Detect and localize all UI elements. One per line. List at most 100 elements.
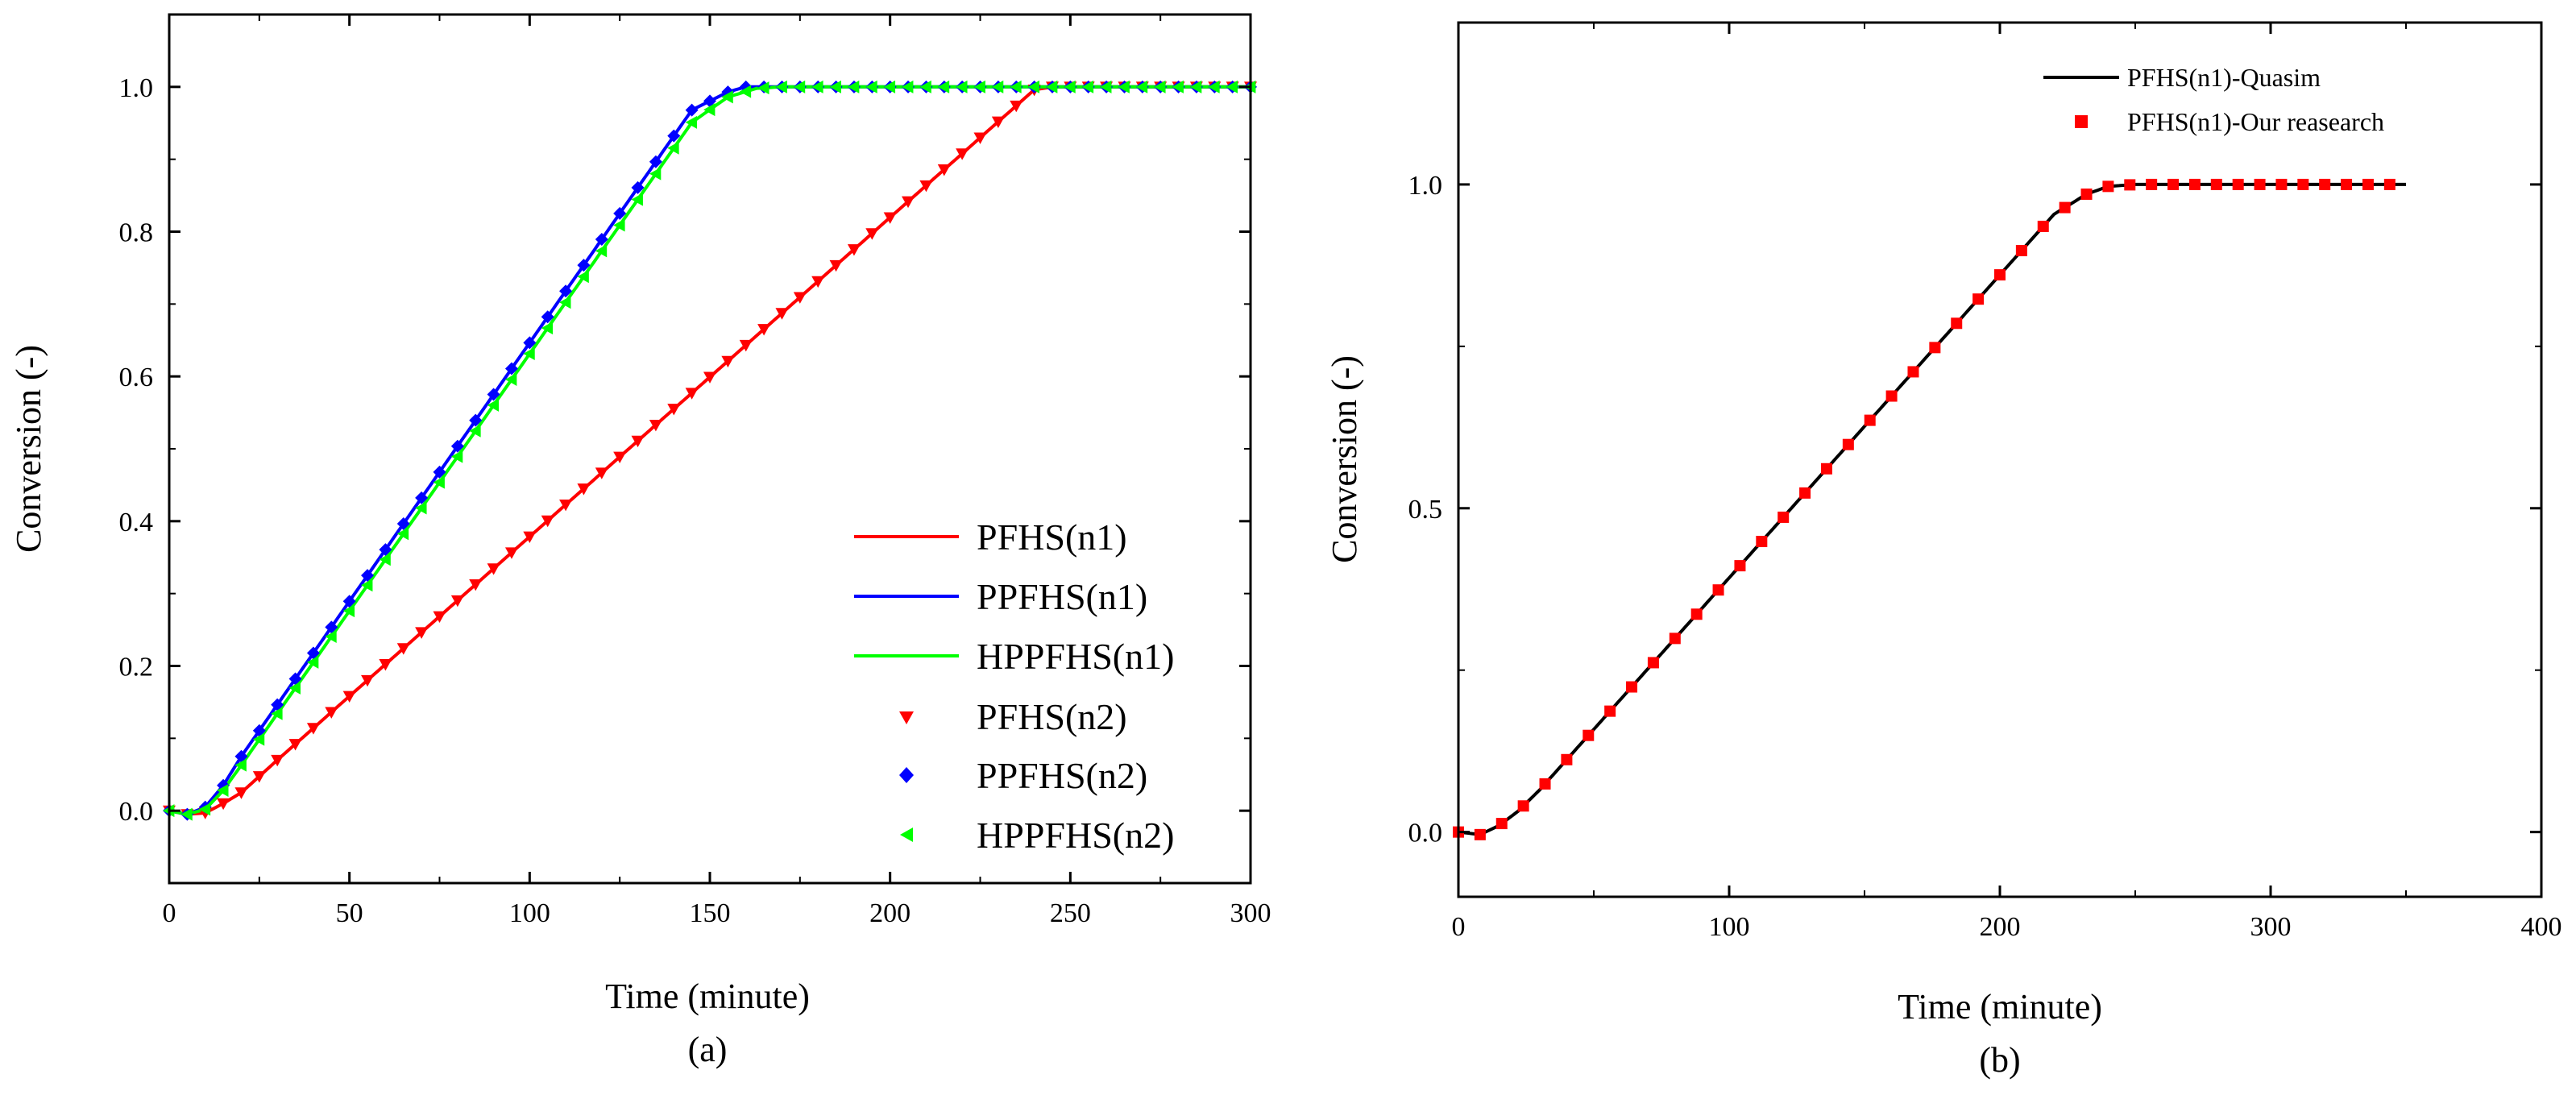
chart-a-series-3-marker <box>469 579 483 591</box>
chart-a-series-3-marker <box>450 595 464 608</box>
chart-a-series-5-marker <box>1118 80 1130 93</box>
chart-a-series-5-marker <box>234 758 247 772</box>
chart-a-series-5-marker <box>342 604 355 618</box>
chart-b-series-1-marker <box>2059 201 2071 214</box>
chart-b-series-1-marker <box>1994 269 2006 281</box>
chart-a-series-3-marker <box>613 451 627 463</box>
chart-a-y-tick-label: 0.8 <box>119 218 154 248</box>
chart-a-y-tick-label: 1.0 <box>119 73 154 103</box>
chart-a-series-5-marker <box>757 81 769 95</box>
chart-a-series-5-marker <box>252 732 265 746</box>
chart-a-series-5-marker <box>973 80 985 93</box>
chart-a-series-3-marker <box>271 754 284 767</box>
legend-a-marker-pfhs-n2 <box>899 711 914 724</box>
chart-a-series-5-marker <box>361 579 373 592</box>
chart-b-series-1-marker <box>2080 188 2093 200</box>
chart-b-series-1-marker <box>2210 178 2222 190</box>
chart-a-series-4-marker <box>379 543 392 557</box>
chart-b-y-tick-label: 0.5 <box>1408 495 1443 525</box>
chart-b-series-1-marker <box>1517 800 1529 812</box>
chart-a-series-layer <box>163 80 1257 821</box>
chart-a-series-5-marker <box>991 80 1004 93</box>
chart-b-series-1-marker <box>2015 245 2027 257</box>
chart-a-x-tick-label: 50 <box>336 898 363 928</box>
chart-a-series-4-marker <box>504 362 518 375</box>
chart-a-series-5-marker <box>865 80 877 93</box>
chart-a-axes: 0 50 100 150 200 250 300 0.0 0.2 0.4 0.6 0.8 1.0 <box>119 14 1271 928</box>
legend-a-label-ppfhs-n2: PPFHS(n2) <box>977 755 1147 796</box>
chart-a-series-4-marker <box>415 491 429 504</box>
chart-b-series-1-marker <box>1972 293 1985 305</box>
chart-a-series-3-marker <box>667 404 681 416</box>
chart-a-series-3-marker <box>847 244 861 256</box>
chart-a-series-5-marker <box>1135 80 1148 93</box>
chart-a-series-5 <box>163 80 1256 821</box>
chart-a-series-3-marker <box>829 259 843 272</box>
chart-b-x-tick-label: 100 <box>1709 912 1750 942</box>
chart-a-series-5-marker <box>902 80 914 93</box>
chart-a-x-tick-label: 200 <box>869 898 911 928</box>
chart-a-series-4-marker <box>450 439 464 453</box>
chart-b-series-0-line <box>1458 182 2406 836</box>
chart-b-y-tick-label: 0.0 <box>1408 819 1443 848</box>
chart-b-series-1-marker <box>1799 487 1811 499</box>
chart-b-series-1-marker <box>1712 584 1724 596</box>
chart-a-series-5-marker <box>469 424 481 438</box>
chart-a-series-4-marker <box>523 336 537 350</box>
chart-a-plot-frame <box>168 13 1252 885</box>
chart-b-x-tick-label: 300 <box>2250 912 2292 942</box>
chart-a-series-4-marker <box>361 569 375 583</box>
chart-a-series-5-marker <box>649 167 662 180</box>
chart-a-series-5-marker <box>180 807 193 821</box>
chart-a-series-5-marker <box>1154 80 1166 93</box>
chart-a-series-5-marker <box>1189 80 1202 93</box>
chart-a-series-3-marker <box>793 292 807 304</box>
chart-a-series-3-marker <box>937 164 951 176</box>
chart-a-series-5-marker <box>541 321 554 335</box>
chart-a-series-3-marker <box>288 739 302 751</box>
chart-a-series-3-marker <box>361 674 375 687</box>
legend-b-label-our-research: PFHS(n1)-Our reasearch <box>2127 107 2384 136</box>
chart-a-series-4-marker <box>487 388 500 401</box>
chart-a-y-tick-label: 0.2 <box>119 653 154 682</box>
chart-a-series-3-marker <box>559 499 573 512</box>
chart-a-series-5-marker <box>559 296 571 309</box>
chart-b-series-1-marker <box>1820 462 1832 475</box>
chart-b-series-1-marker <box>2383 178 2396 190</box>
chart-a-series-5-marker <box>1172 80 1184 93</box>
chart-a-series-5-marker <box>811 80 823 93</box>
chart-panel-a: 0 50 100 150 200 250 300 0.0 0.2 0.4 0.6 0.8 1.0 Tim… <box>9 13 1271 1069</box>
chart-b-series-1-marker <box>1474 828 1486 840</box>
chart-a-series-5-marker <box>775 80 787 93</box>
legend-a-marker-ppfhs-n2 <box>899 767 914 783</box>
chart-a-series-5-marker <box>937 80 950 93</box>
chart-b-series-1-marker <box>2341 178 2353 190</box>
chart-a-series-5-marker <box>450 450 463 463</box>
legend-a-label-hppfhs-n1: HPPFHS(n1) <box>977 636 1174 677</box>
chart-a-series-3-marker <box>865 228 879 240</box>
legend-a-marker-hppfhs-n2 <box>900 827 913 842</box>
chart-a-x-axis-title: Time (minute) <box>605 977 810 1016</box>
chart-a-series-3-marker <box>811 276 825 288</box>
chart-a-series-3-marker <box>379 659 392 671</box>
chart-a-series-5-marker <box>433 475 445 489</box>
legend-a-label-pfhs-n1: PFHS(n1) <box>977 516 1127 558</box>
chart-a-series-5-marker <box>1208 80 1220 93</box>
chart-b-series-1-marker <box>2275 178 2288 190</box>
chart-b-series-1-marker <box>2188 178 2201 190</box>
chart-a-series-4-marker <box>631 180 645 194</box>
chart-a-series-3-marker <box>649 419 662 432</box>
chart-b-series-1-marker <box>1583 729 1595 741</box>
chart-a-series-3-marker <box>631 435 645 448</box>
chart-b-series-1 <box>1453 178 2396 840</box>
chart-a-series-4-marker <box>559 284 573 298</box>
chart-b-series-1-marker <box>2146 178 2158 190</box>
chart-a-series-4-marker <box>613 206 627 220</box>
chart-a-series-3-marker <box>433 611 446 624</box>
chart-a-series-5-marker <box>829 80 841 93</box>
chart-b-series-1-marker <box>1929 342 1941 354</box>
chart-a-series-5-marker <box>217 784 229 798</box>
chart-b-series-1-marker <box>1777 511 1790 523</box>
chart-b-series-1-marker <box>1885 390 1898 402</box>
chart-a-series-3-marker <box>415 627 429 639</box>
